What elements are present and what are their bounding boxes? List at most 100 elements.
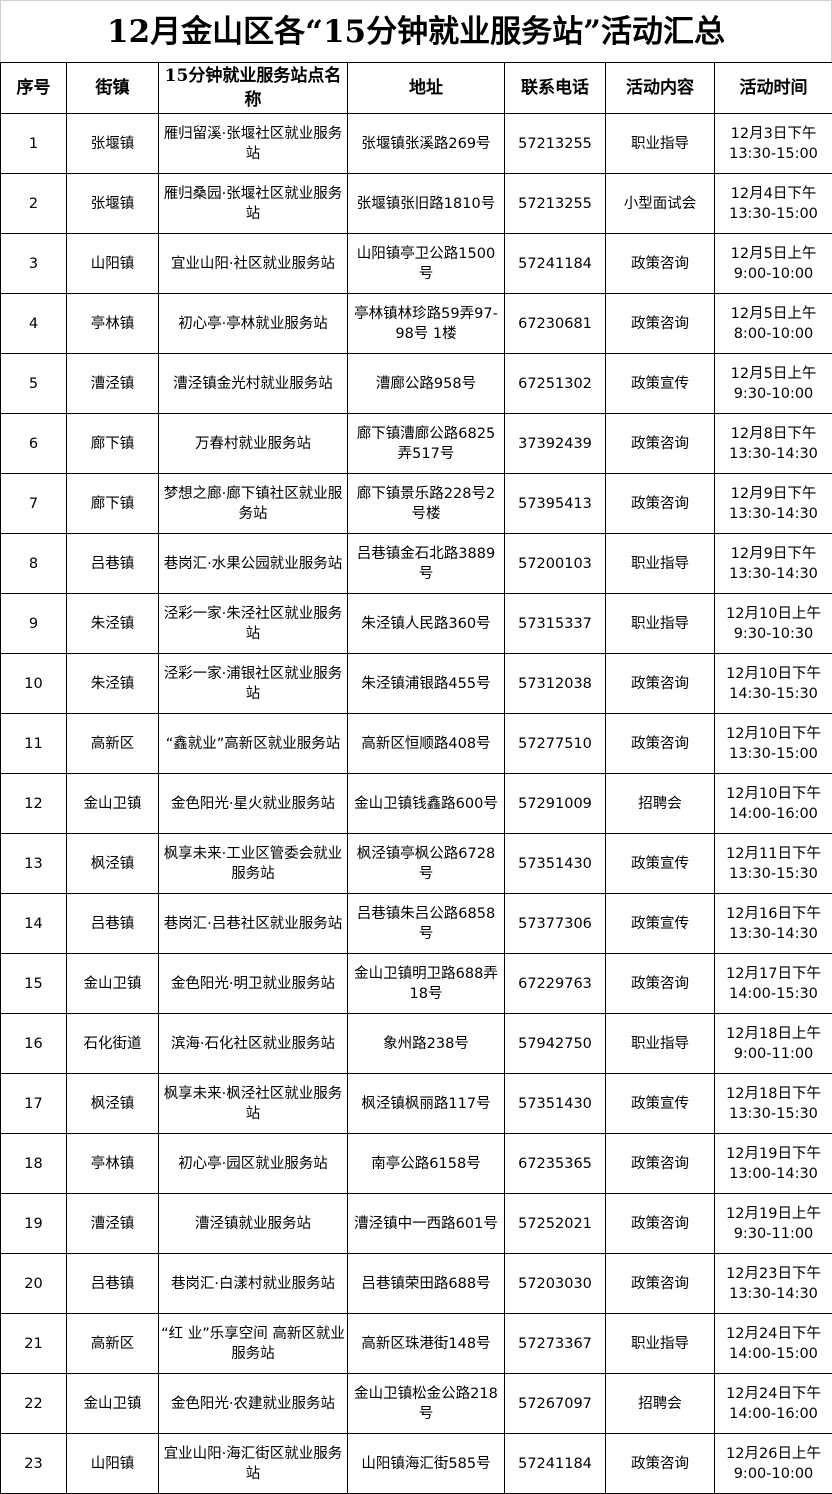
cell-town: 廊下镇 xyxy=(66,413,159,474)
cell-station: 梦想之廊·廊下镇社区就业服务站 xyxy=(158,473,348,534)
cell-no: 8 xyxy=(0,533,67,594)
activity-time: 14:00-15:00 xyxy=(729,1345,818,1362)
cell-time: 12月11日下午 13:30-15:30 xyxy=(714,833,832,894)
cell-station: 万春村就业服务站 xyxy=(158,413,348,474)
cell-phone: 57942750 xyxy=(504,1013,606,1074)
activity-date: 12月5日上午 xyxy=(730,365,817,382)
cell-time: 12月23日下午 13:30-14:30 xyxy=(714,1253,832,1314)
cell-no: 10 xyxy=(0,653,67,714)
cell-no: 1 xyxy=(0,113,67,174)
cell-time: 12月8日下午 13:30-14:30 xyxy=(714,413,832,474)
activity-time: 13:30-15:30 xyxy=(729,1105,818,1122)
activity-date: 12月3日下午 xyxy=(730,125,817,142)
cell-time: 12月5日上午 9:30-10:00 xyxy=(714,353,832,414)
table-row: 18 亭林镇 初心亭·园区就业服务站 南亭公路6158号 67235365 政策咨询 12月… xyxy=(0,1133,832,1194)
activity-table: 序号 街镇 15分钟就业服务站点名称 地址 联系电话 活动内容 活动时间 1 张堰… xyxy=(0,62,832,1494)
cell-station: 雁归留溪·张堰社区就业服务站 xyxy=(158,113,348,174)
table-row: 8 吕巷镇 巷岗汇·水果公园就业服务站 吕巷镇金石北路3889号 57200103 职业指… xyxy=(0,533,832,594)
cell-phone: 37392439 xyxy=(504,413,606,474)
cell-phone: 57277510 xyxy=(504,713,606,774)
cell-activity: 政策咨询 xyxy=(605,233,715,294)
activity-date: 12月19日上午 xyxy=(726,1205,821,1222)
activity-time: 9:30-11:00 xyxy=(733,1225,814,1242)
activity-time: 9:30-10:30 xyxy=(733,625,814,642)
cell-phone: 57312038 xyxy=(504,653,606,714)
activity-time: 14:30-15:30 xyxy=(729,685,818,702)
cell-activity: 职业指导 xyxy=(605,593,715,654)
cell-no: 17 xyxy=(0,1073,67,1134)
cell-time: 12月10日下午 14:30-15:30 xyxy=(714,653,832,714)
activity-date: 12月23日下午 xyxy=(726,1265,821,1282)
table-row: 9 朱泾镇 泾彩一家·朱泾社区就业服务站 朱泾镇人民路360号 57315337 职业指导… xyxy=(0,593,832,654)
cell-town: 枫泾镇 xyxy=(66,1073,159,1134)
table-row: 16 石化街道 滨海·石化社区就业服务站 象州路238号 57942750 职业指导 12月… xyxy=(0,1013,832,1074)
cell-station: 巷岗汇·白漾村就业服务站 xyxy=(158,1253,348,1314)
activity-date: 12月10日下午 xyxy=(726,785,821,802)
cell-phone: 57200103 xyxy=(504,533,606,594)
table-row: 13 枫泾镇 枫享未来·工业区管委会就业服务站 枫泾镇亭枫公路6728号 5735143… xyxy=(0,833,832,894)
cell-phone: 67229763 xyxy=(504,953,606,1014)
cell-address: 朱泾镇人民路360号 xyxy=(347,593,505,654)
activity-date: 12月17日下午 xyxy=(726,965,821,982)
cell-town: 金山卫镇 xyxy=(66,953,159,1014)
cell-no: 7 xyxy=(0,473,67,534)
cell-station: “红 业”乐享空间 高新区就业服务站 xyxy=(158,1313,348,1374)
table-row: 1 张堰镇 雁归留溪·张堰社区就业服务站 张堰镇张溪路269号 57213255 职业指导… xyxy=(0,113,832,174)
cell-phone: 57213255 xyxy=(504,113,606,174)
cell-address: 山阳镇亭卫公路1500号 xyxy=(347,233,505,294)
cell-activity: 政策咨询 xyxy=(605,1133,715,1194)
cell-address: 枫泾镇亭枫公路6728号 xyxy=(347,833,505,894)
activity-date: 12月11日下午 xyxy=(726,845,821,862)
cell-activity: 政策宣传 xyxy=(605,1073,715,1134)
cell-station: 宜业山阳·社区就业服务站 xyxy=(158,233,348,294)
cell-town: 廊下镇 xyxy=(66,473,159,534)
cell-address: 山阳镇海汇街585号 xyxy=(347,1433,505,1494)
cell-town: 金山卫镇 xyxy=(66,773,159,834)
table-row: 4 亭林镇 初心亭·亭林就业服务站 亭林镇林珍路59弄97-98号 1楼 6723068… xyxy=(0,293,832,354)
cell-phone: 57395413 xyxy=(504,473,606,534)
cell-time: 12月16日下午 13:30-14:30 xyxy=(714,893,832,954)
cell-time: 12月10日下午 14:00-16:00 xyxy=(714,773,832,834)
cell-activity: 招聘会 xyxy=(605,1373,715,1434)
activity-date: 12月9日下午 xyxy=(730,485,817,502)
activity-time: 13:30-14:30 xyxy=(729,445,818,462)
cell-station: “鑫就业”高新区就业服务站 xyxy=(158,713,348,774)
cell-time: 12月4日下午 13:30-15:00 xyxy=(714,173,832,234)
cell-no: 23 xyxy=(0,1433,67,1494)
cell-time: 12月10日上午 9:30-10:30 xyxy=(714,593,832,654)
cell-no: 4 xyxy=(0,293,67,354)
cell-address: 象州路238号 xyxy=(347,1013,505,1074)
activity-time: 13:30-15:00 xyxy=(729,205,818,222)
table-row: 14 吕巷镇 巷岗汇·吕巷社区就业服务站 吕巷镇朱吕公路6858号 57377306 政策… xyxy=(0,893,832,954)
activity-time: 14:00-16:00 xyxy=(729,805,818,822)
header-town: 街镇 xyxy=(66,62,159,114)
cell-station: 金色阳光·星火就业服务站 xyxy=(158,773,348,834)
table-row: 12 金山卫镇 金色阳光·星火就业服务站 金山卫镇钱鑫路600号 57291009 招聘会… xyxy=(0,773,832,834)
cell-address: 漕泾镇中一西路601号 xyxy=(347,1193,505,1254)
cell-no: 21 xyxy=(0,1313,67,1374)
cell-phone: 57241184 xyxy=(504,1433,606,1494)
cell-no: 5 xyxy=(0,353,67,414)
cell-town: 高新区 xyxy=(66,713,159,774)
activity-time: 14:00-15:30 xyxy=(729,985,818,1002)
activity-date: 12月9日下午 xyxy=(730,545,817,562)
page-title: 12月金山区各“15分钟就业服务站”活动汇总 xyxy=(0,0,832,62)
cell-no: 6 xyxy=(0,413,67,474)
cell-address: 漕廊公路958号 xyxy=(347,353,505,414)
cell-time: 12月19日下午 13:00-14:30 xyxy=(714,1133,832,1194)
cell-phone: 57241184 xyxy=(504,233,606,294)
cell-phone: 67235365 xyxy=(504,1133,606,1194)
header-no: 序号 xyxy=(0,62,67,114)
cell-station: 滨海·石化社区就业服务站 xyxy=(158,1013,348,1074)
table-row: 3 山阳镇 宜业山阳·社区就业服务站 山阳镇亭卫公路1500号 57241184 政策咨询… xyxy=(0,233,832,294)
cell-address: 吕巷镇朱吕公路6858号 xyxy=(347,893,505,954)
cell-time: 12月3日下午 13:30-15:00 xyxy=(714,113,832,174)
cell-station: 漕泾镇就业服务站 xyxy=(158,1193,348,1254)
cell-town: 吕巷镇 xyxy=(66,533,159,594)
cell-address: 亭林镇林珍路59弄97-98号 1楼 xyxy=(347,293,505,354)
table-row: 7 廊下镇 梦想之廊·廊下镇社区就业服务站 廊下镇景乐路228号2号楼 57395413… xyxy=(0,473,832,534)
cell-activity: 职业指导 xyxy=(605,113,715,174)
cell-town: 石化街道 xyxy=(66,1013,159,1074)
cell-phone: 67230681 xyxy=(504,293,606,354)
activity-date: 12月5日上午 xyxy=(730,305,817,322)
